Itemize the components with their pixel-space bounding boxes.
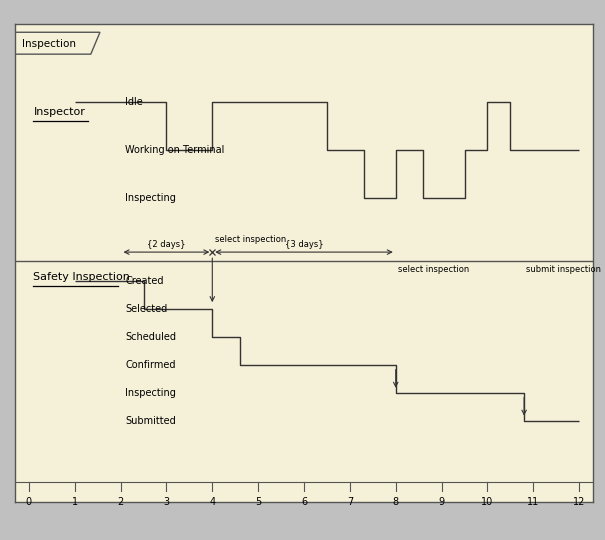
Text: Inspecting: Inspecting <box>125 193 176 202</box>
Text: {2 days}: {2 days} <box>147 240 186 249</box>
Text: Inspection: Inspection <box>22 39 76 49</box>
Text: 10: 10 <box>482 497 494 508</box>
Text: 9: 9 <box>439 497 445 508</box>
Text: Inspector: Inspector <box>33 107 85 117</box>
Text: submit inspection: submit inspection <box>526 265 601 274</box>
Text: {3 days}: {3 days} <box>285 240 323 249</box>
Text: 4: 4 <box>209 497 215 508</box>
Text: 0: 0 <box>26 497 32 508</box>
Text: select inspection: select inspection <box>398 265 469 274</box>
Text: Created: Created <box>125 276 164 286</box>
Text: Selected: Selected <box>125 304 168 314</box>
Text: Safety Inspection: Safety Inspection <box>33 272 130 282</box>
Text: 11: 11 <box>527 497 540 508</box>
Text: 12: 12 <box>573 497 585 508</box>
Text: 2: 2 <box>117 497 123 508</box>
Text: 1: 1 <box>71 497 78 508</box>
Polygon shape <box>15 32 100 54</box>
Text: Scheduled: Scheduled <box>125 332 176 342</box>
Text: 8: 8 <box>393 497 399 508</box>
Text: 5: 5 <box>255 497 261 508</box>
Text: 6: 6 <box>301 497 307 508</box>
Text: Confirmed: Confirmed <box>125 360 175 370</box>
Text: 7: 7 <box>347 497 353 508</box>
Text: Submitted: Submitted <box>125 416 176 426</box>
Text: Idle: Idle <box>125 97 143 107</box>
Text: select inspection: select inspection <box>215 235 286 244</box>
Text: Inspecting: Inspecting <box>125 388 176 397</box>
Text: 3: 3 <box>163 497 169 508</box>
Text: Working on Terminal: Working on Terminal <box>125 145 224 155</box>
